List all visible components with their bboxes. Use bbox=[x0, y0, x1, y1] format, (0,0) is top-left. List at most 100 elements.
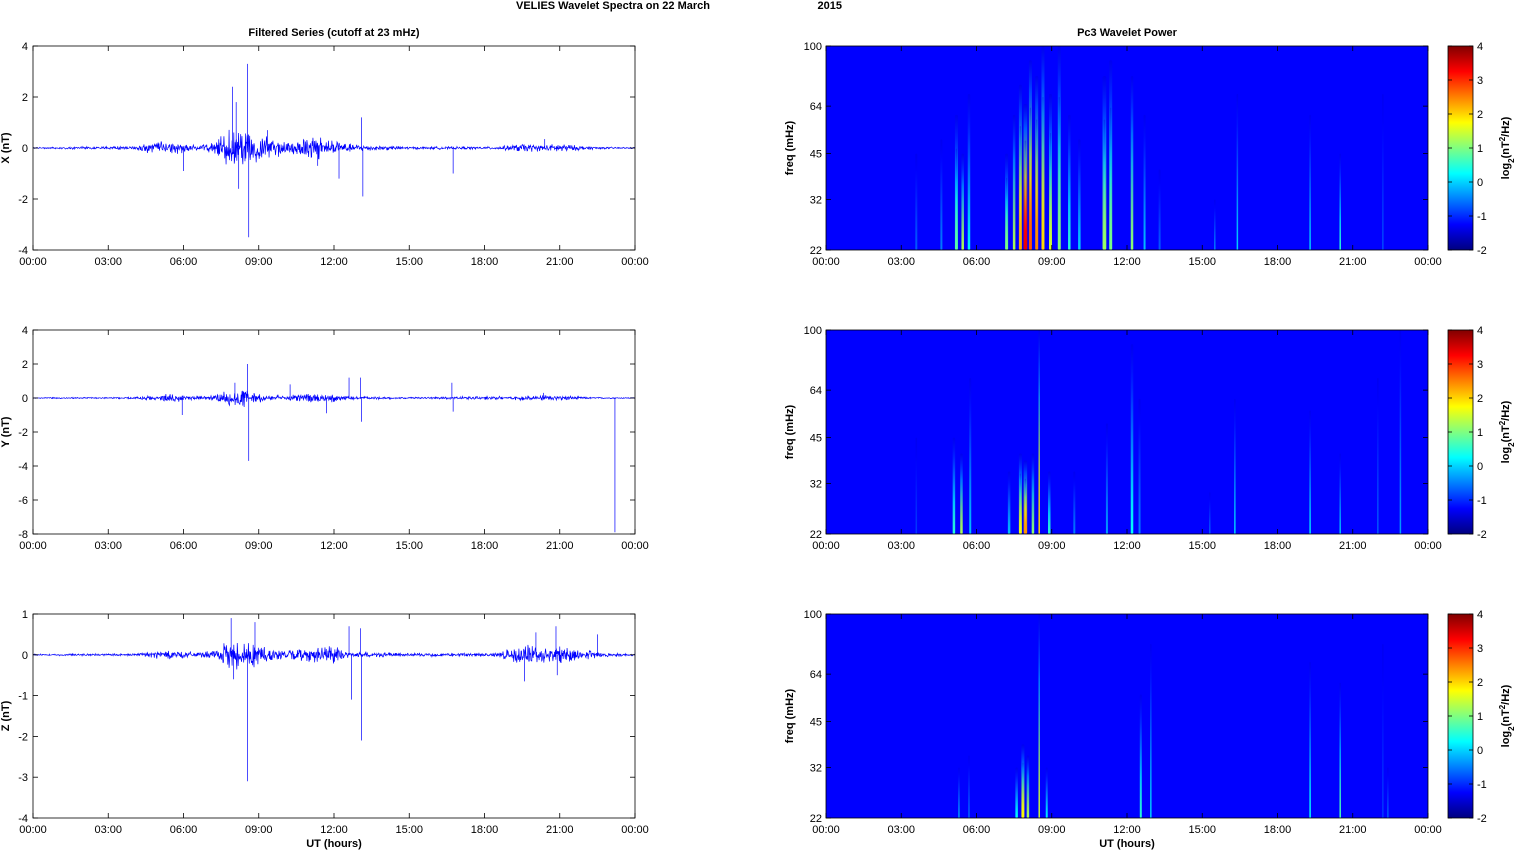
x-tick-label: 12:00 bbox=[1113, 256, 1141, 268]
colorbar-label: log2(nT2/Hz) bbox=[1498, 400, 1515, 463]
x-tick-label: 09:00 bbox=[1038, 256, 1066, 268]
x-tick-label: 06:00 bbox=[963, 256, 991, 268]
colorbar-label: log2(nT2/Hz) bbox=[1498, 116, 1515, 179]
power-streak bbox=[1309, 114, 1311, 250]
power-streak-core bbox=[1103, 119, 1106, 250]
y-tick-label: 64 bbox=[810, 669, 822, 681]
power-streak bbox=[1150, 644, 1152, 818]
x-tick-label: 18:00 bbox=[471, 824, 499, 836]
heatmap-background bbox=[826, 614, 1428, 818]
heatmap-features bbox=[958, 614, 1389, 818]
colorbar-label-end: /Hz) bbox=[1500, 684, 1512, 705]
colorbar-label-base: 2 bbox=[1507, 158, 1515, 163]
power-streak bbox=[1038, 614, 1040, 818]
colorbar-label-base: 2 bbox=[1507, 726, 1515, 731]
power-streak bbox=[1068, 114, 1071, 250]
colorbar-tick-label: 0 bbox=[1477, 461, 1483, 473]
x-tick-label: 06:00 bbox=[963, 824, 991, 836]
power-streak bbox=[1309, 410, 1311, 534]
power-streak-core bbox=[1024, 478, 1027, 534]
x-tick-label: 15:00 bbox=[1188, 540, 1216, 552]
y-tick-label: -8 bbox=[18, 529, 28, 541]
power-streak bbox=[968, 755, 970, 818]
power-streak bbox=[1139, 694, 1142, 818]
y-tick-label: 100 bbox=[804, 325, 822, 337]
y-tick-label: 0 bbox=[22, 143, 28, 155]
y-tick-label: 32 bbox=[810, 479, 822, 491]
series-trace-group bbox=[33, 364, 635, 533]
x-tick-label: 12:00 bbox=[320, 540, 348, 552]
power-streak bbox=[1339, 682, 1341, 818]
colorbar bbox=[1447, 613, 1474, 819]
y-tick-label: 22 bbox=[810, 529, 822, 541]
y-tick-label: -4 bbox=[18, 813, 28, 825]
colorbar-tick-label: 1 bbox=[1477, 143, 1483, 155]
x-tick-label: 03:00 bbox=[887, 824, 915, 836]
power-streak bbox=[1015, 767, 1018, 818]
x-tick-label: 00:00 bbox=[19, 256, 47, 268]
y-filtered-series-axes: -8 -6 -4 -2 0 2 4 00:00 03:00 06:00 09:00 12:00 15:0… bbox=[0, 325, 649, 552]
power-streak bbox=[1031, 453, 1035, 534]
x-tick-label: 06:00 bbox=[963, 540, 991, 552]
power-streak bbox=[1047, 471, 1051, 534]
colorbar-label-log: log bbox=[1500, 447, 1512, 464]
y-tick-label: 32 bbox=[810, 763, 822, 775]
colorbar-label-exp: 2 bbox=[1498, 136, 1507, 141]
x-filtered-series-axes: -4 -2 0 2 4 00:00 03:00 06:00 09:00 12:00 15:00 18:… bbox=[0, 27, 649, 268]
power-streak-core bbox=[1022, 762, 1024, 818]
colorbar-label-exp: 2 bbox=[1498, 420, 1507, 425]
colorbar-tick-label: -2 bbox=[1477, 245, 1487, 257]
series-trace-line bbox=[33, 642, 635, 670]
x-tick-label: 15:00 bbox=[395, 824, 423, 836]
power-streak-core bbox=[1110, 107, 1112, 250]
axes-frame bbox=[32, 329, 636, 535]
x-tick-label: 00:00 bbox=[19, 540, 47, 552]
heatmap-features bbox=[915, 330, 1402, 534]
colorbar-label-unit: (nT bbox=[1500, 425, 1512, 442]
power-streak-core bbox=[1024, 140, 1027, 250]
heatmap-features bbox=[915, 46, 1384, 250]
x-tick-label: 06:00 bbox=[170, 540, 198, 552]
colorbar-tick-label: -1 bbox=[1477, 211, 1487, 223]
x-tick-label: 15:00 bbox=[395, 256, 423, 268]
power-streak-core bbox=[1029, 107, 1032, 250]
power-streak bbox=[960, 453, 963, 534]
colorbar-tick-label: 0 bbox=[1477, 177, 1483, 189]
y-tick-label: 45 bbox=[810, 149, 822, 161]
power-streak bbox=[967, 94, 971, 250]
y-axis-label: freq (mHz) bbox=[784, 688, 796, 743]
colorbar-tick-label: 3 bbox=[1477, 643, 1483, 655]
power-streak bbox=[1209, 492, 1211, 534]
power-streak bbox=[1130, 344, 1134, 534]
colorbar-label-end: /Hz) bbox=[1500, 116, 1512, 137]
x-tick-label: 21:00 bbox=[546, 256, 574, 268]
power-streak bbox=[1038, 330, 1040, 534]
x-tick-label: 00:00 bbox=[1414, 256, 1442, 268]
power-streak bbox=[1399, 330, 1402, 534]
x-tick-label: 21:00 bbox=[1339, 824, 1367, 836]
x-tick-label: 09:00 bbox=[1038, 824, 1066, 836]
x-tick-label: 03:00 bbox=[887, 540, 915, 552]
axes-title: Pc3 Wavelet Power bbox=[1077, 27, 1178, 39]
colorbar-label-unit: (nT bbox=[1500, 709, 1512, 726]
colorbar-tick-label: 2 bbox=[1477, 109, 1483, 121]
y-tick-label: -6 bbox=[18, 495, 28, 507]
power-streak bbox=[1073, 471, 1076, 534]
x-axis-label: UT (hours) bbox=[306, 838, 362, 850]
series-trace-line bbox=[33, 129, 635, 165]
power-streak bbox=[1377, 378, 1379, 534]
x-tick-label: 15:00 bbox=[1188, 824, 1216, 836]
x-tick-label: 09:00 bbox=[245, 540, 273, 552]
power-streak bbox=[1387, 767, 1389, 818]
power-streak bbox=[1045, 767, 1048, 818]
y-axis-label: freq (mHz) bbox=[784, 404, 796, 459]
colorbar-label-log: log bbox=[1500, 163, 1512, 180]
power-streak bbox=[1158, 169, 1161, 250]
y-tick-label: 32 bbox=[810, 195, 822, 207]
y-tick-label: 100 bbox=[804, 609, 822, 621]
power-streak-core bbox=[1049, 133, 1052, 250]
x-tick-label: 21:00 bbox=[546, 824, 574, 836]
y-axis-label: freq (mHz) bbox=[784, 120, 796, 175]
